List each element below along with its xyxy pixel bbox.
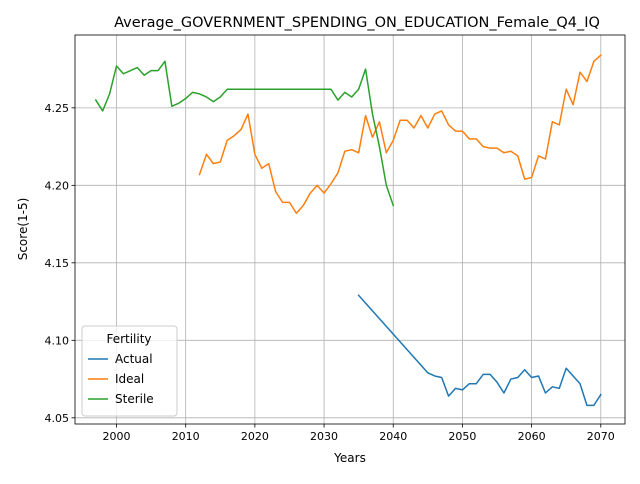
- series-lines: [94, 54, 602, 407]
- plot-area: [74, 34, 626, 425]
- y-tick-label: 4.05: [45, 412, 70, 425]
- x-tick-label: 2040: [379, 430, 407, 443]
- y-tick-label: 4.20: [45, 179, 70, 192]
- y-tick-label: 4.25: [45, 102, 70, 115]
- x-tick-label: 2060: [518, 430, 546, 443]
- legend-box: [81, 325, 178, 417]
- x-tick-label: 2000: [103, 430, 131, 443]
- x-tick-label: 2070: [587, 430, 615, 443]
- chart-title: Average_GOVERNMENT_SPENDING_ON_EDUCATION…: [114, 15, 600, 31]
- y-tick-label: 4.10: [45, 334, 70, 347]
- legend-label-ideal: Ideal: [115, 372, 144, 386]
- y-axis-label: Score(1-5): [16, 198, 30, 261]
- x-tick-label: 2050: [448, 430, 476, 443]
- legend-label-sterile: Sterile: [115, 392, 154, 406]
- grid: [75, 35, 625, 424]
- legend-title: Fertility: [106, 332, 151, 346]
- legend-entries: Actual Ideal Sterile: [88, 352, 154, 406]
- series-line-sterile: [94, 60, 395, 207]
- y-tick-label: 4.15: [45, 257, 70, 270]
- series-line-actual: [357, 294, 602, 407]
- x-tick-label: 2020: [241, 430, 269, 443]
- x-tick-label: 2010: [172, 430, 200, 443]
- legend-label-actual: Actual: [115, 352, 153, 366]
- legend: Fertility Actual Ideal Sterile: [81, 325, 178, 417]
- x-tick-label: 2030: [310, 430, 338, 443]
- series-line-ideal: [198, 54, 602, 214]
- axes: 2000 2010 2020 2030 2040 2050 2060 2070 4.05 4.10…: [45, 102, 615, 443]
- x-axis-label: Years: [333, 451, 366, 465]
